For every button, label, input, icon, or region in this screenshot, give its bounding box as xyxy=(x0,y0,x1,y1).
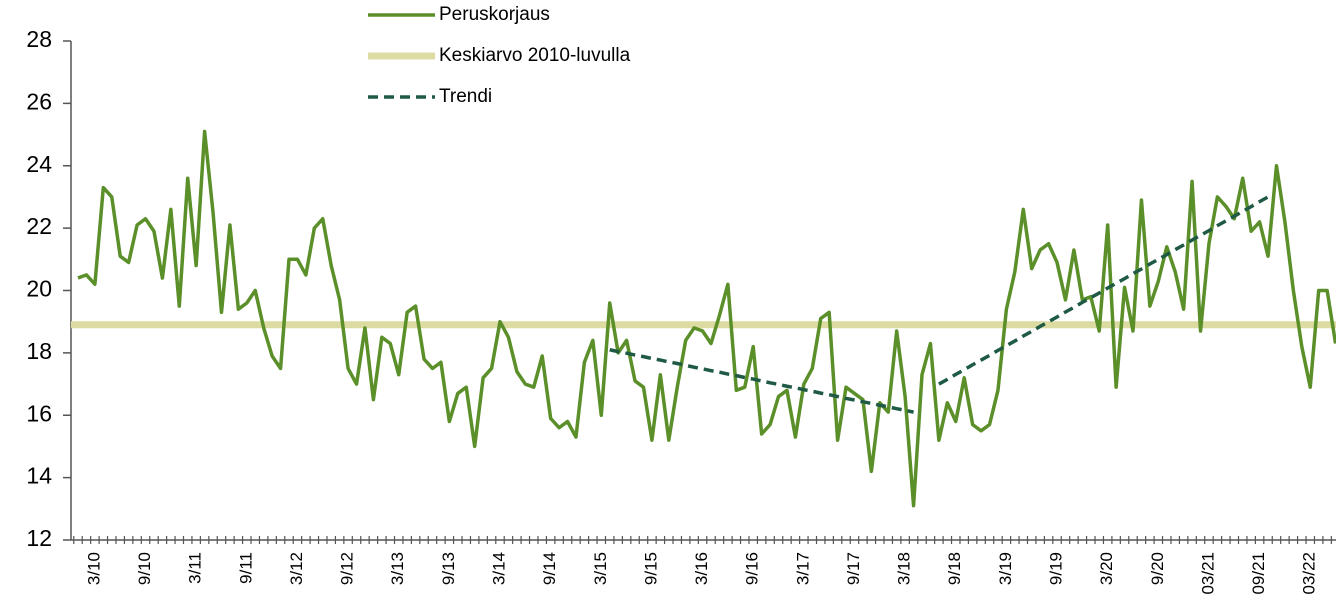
x-tick-label: 3/16 xyxy=(692,552,711,585)
y-tick-label: 26 xyxy=(26,88,52,114)
x-tick-label: 3/13 xyxy=(388,552,407,585)
data-line xyxy=(609,195,1269,414)
x-tick-label: 3/15 xyxy=(591,552,610,585)
y-tick-label: 24 xyxy=(26,151,52,177)
x-tick-label: 3/10 xyxy=(84,552,103,585)
x-tick-label: 9/17 xyxy=(844,552,863,585)
x-tick-label: 9/15 xyxy=(641,552,660,585)
x-tick-label: 9/20 xyxy=(1148,552,1167,585)
x-tick-label: 9/10 xyxy=(135,552,154,585)
y-tick-label: 20 xyxy=(26,276,52,302)
x-tick-label: 3/20 xyxy=(1097,552,1116,585)
y-tick-label: 18 xyxy=(26,338,52,364)
x-tick-label: 03/22 xyxy=(1300,552,1319,595)
x-tick-label: 9/11 xyxy=(236,552,255,584)
y-tick-label: 28 xyxy=(26,26,52,52)
y-tick-label: 16 xyxy=(26,400,52,426)
x-tick-label: 3/17 xyxy=(793,552,812,585)
x-tick-label: 3/19 xyxy=(996,552,1015,585)
y-tick-label: 22 xyxy=(26,213,52,239)
x-tick-label: 9/16 xyxy=(743,552,762,585)
x-tick-label: 9/13 xyxy=(439,552,458,585)
x-tick-label: 9/19 xyxy=(1047,552,1066,585)
x-tick-label: 3/14 xyxy=(489,552,508,585)
x-tick-label: 3/11 xyxy=(186,552,205,584)
x-tick-label: 3/18 xyxy=(895,552,914,585)
x-tick-label: 3/12 xyxy=(287,552,306,585)
x-tick-label: 03/21 xyxy=(1198,552,1217,595)
x-tick-label: 9/18 xyxy=(945,552,964,585)
data-line xyxy=(77,129,1336,508)
legend-label: Keskiarvo 2010-luvulla xyxy=(439,45,631,66)
x-tick-label: 09/21 xyxy=(1249,552,1268,595)
x-tick-label: 9/12 xyxy=(338,552,357,585)
y-tick-label: 14 xyxy=(26,463,52,489)
legend-label: Trendi xyxy=(439,86,492,107)
x-tick-label: 9/14 xyxy=(540,552,559,585)
legend-label: Peruskorjaus xyxy=(439,4,550,25)
y-tick-label: 12 xyxy=(26,525,52,551)
